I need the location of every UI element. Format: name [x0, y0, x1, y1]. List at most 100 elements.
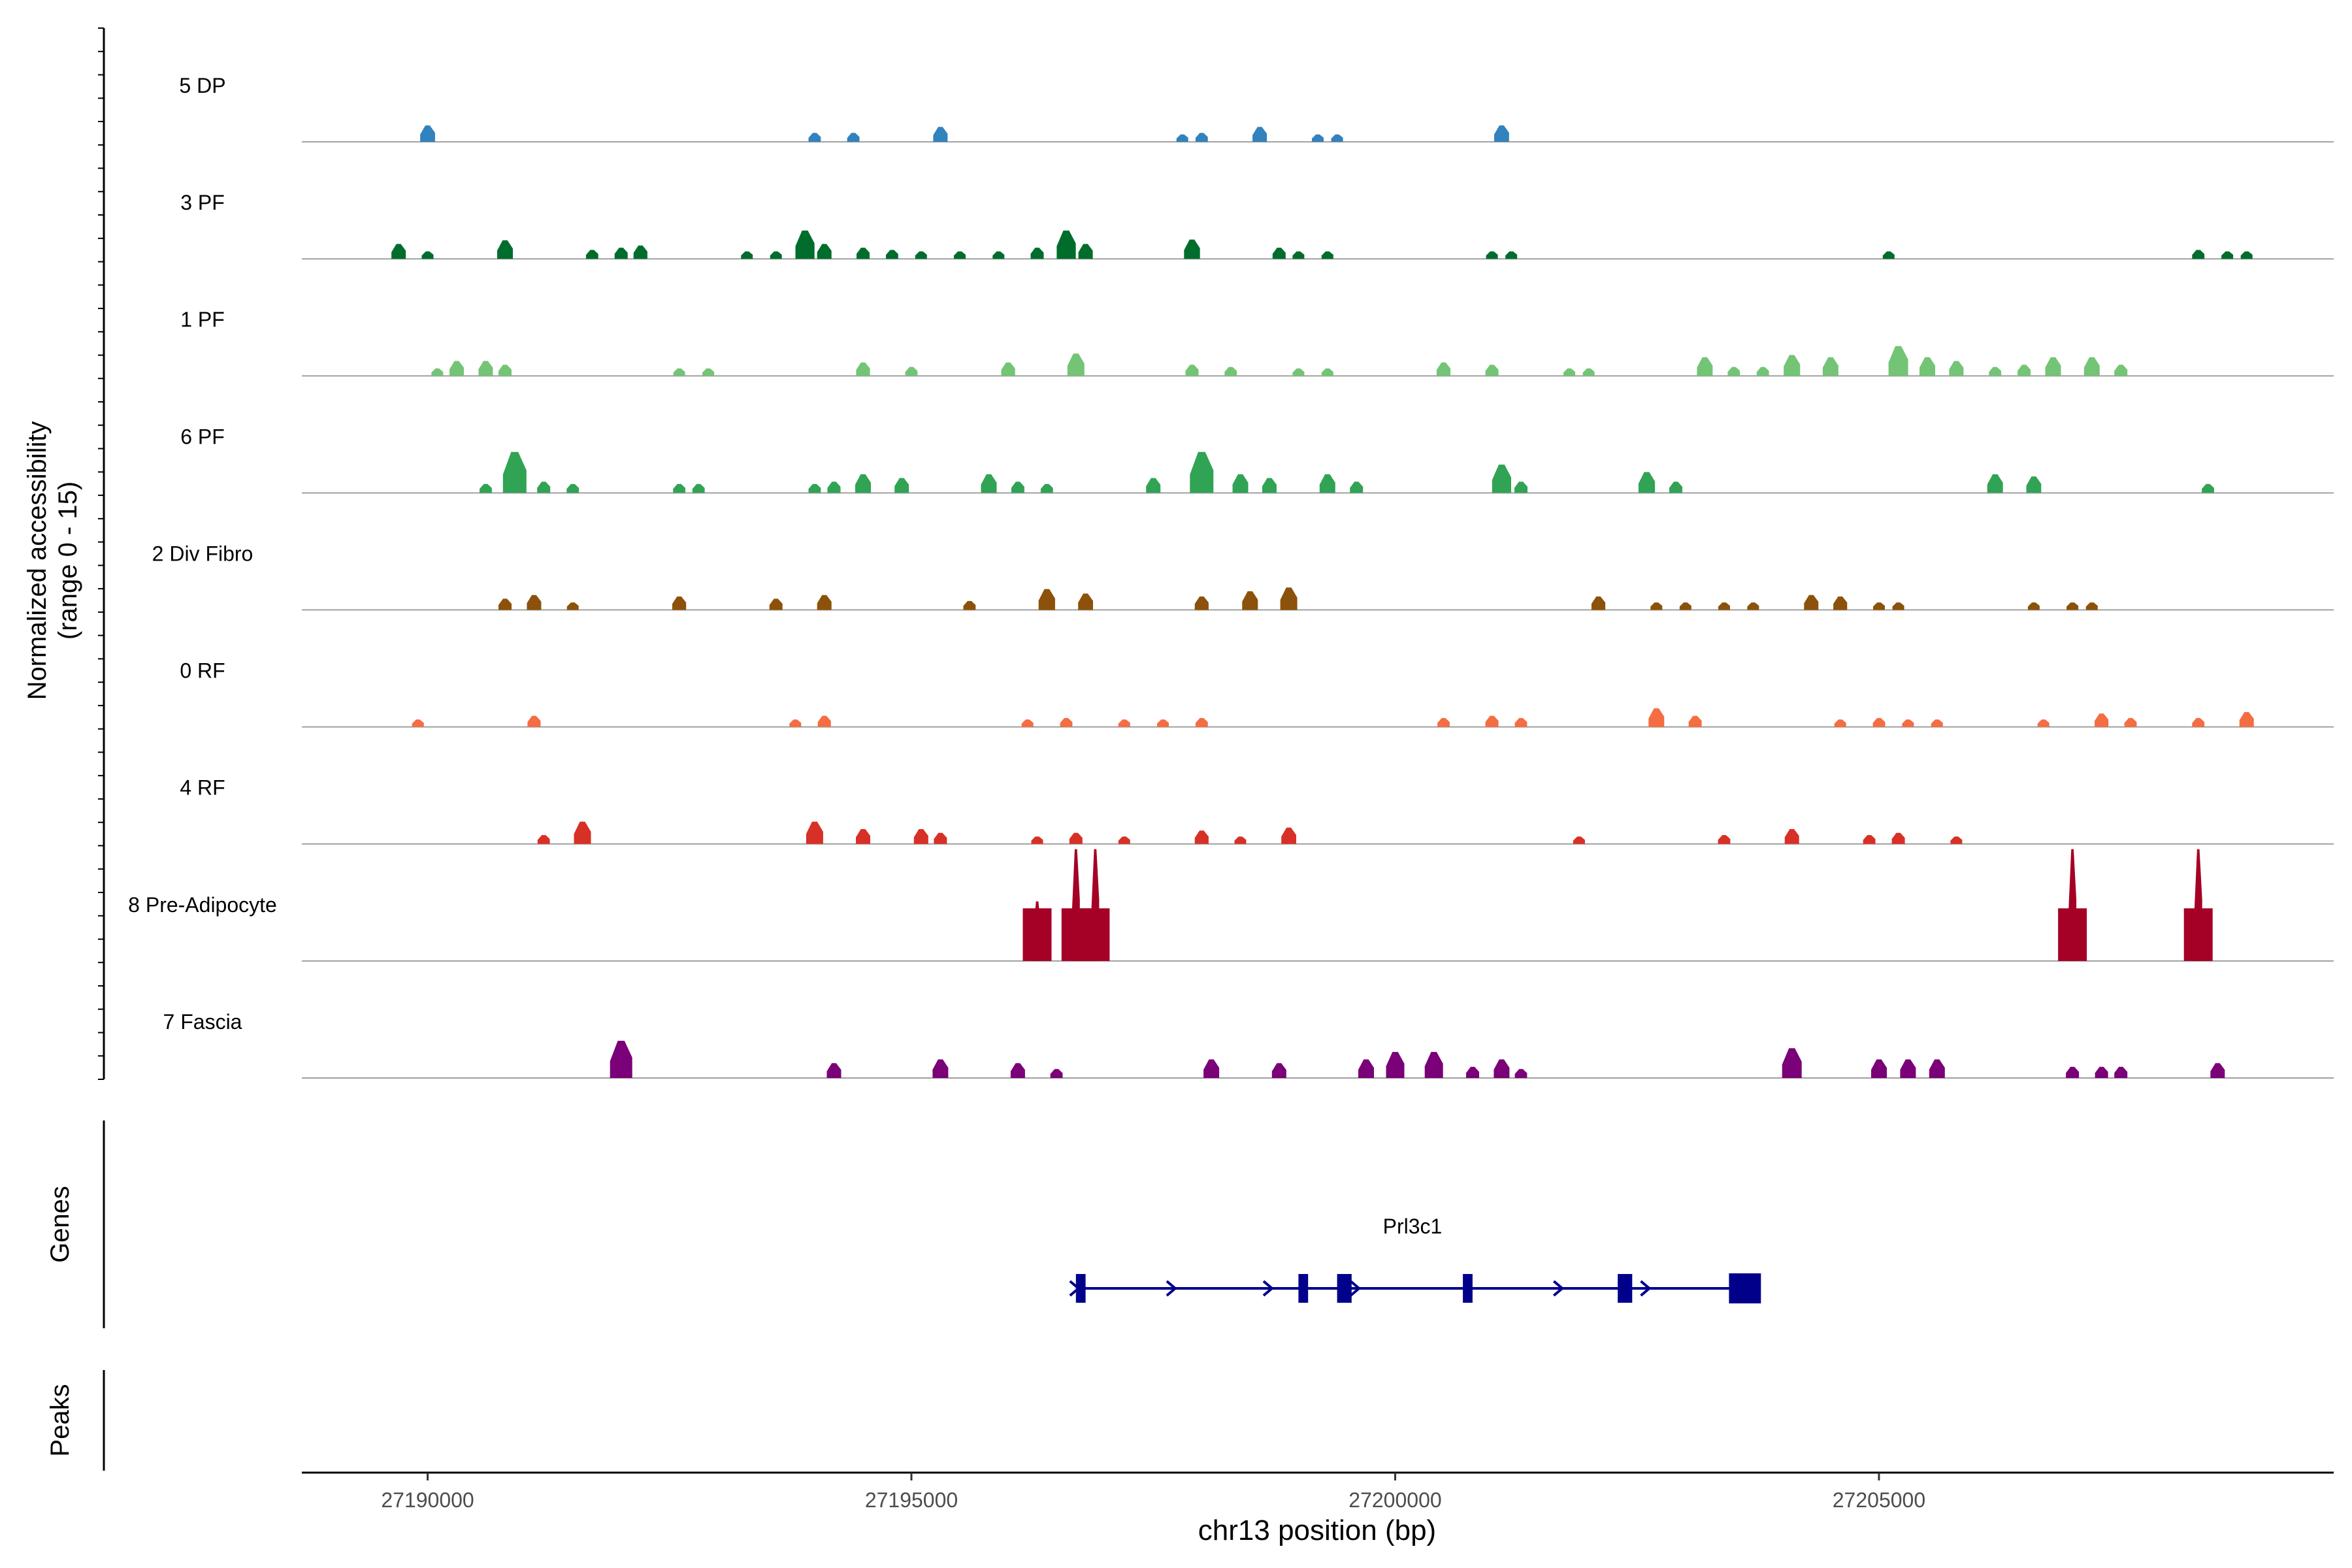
- coverage-peak: [1747, 602, 1759, 610]
- coverage-peak: [954, 251, 966, 259]
- coverage-peak: [1010, 1063, 1025, 1078]
- track-3-pf: 3 PF: [180, 191, 2334, 260]
- coverage-peak: [1069, 832, 1083, 844]
- coverage-peak: [1888, 346, 1908, 376]
- coverage-peak: [1321, 251, 1333, 259]
- coverage-peak: [1505, 251, 1518, 259]
- strand-arrow: [1349, 1280, 1362, 1297]
- coverage-peak: [610, 1041, 632, 1078]
- coverage-peak: [1350, 482, 1364, 493]
- coverage-peak: [1195, 718, 1208, 727]
- coverage-peak: [1358, 1059, 1374, 1078]
- coverage-peak: [1331, 134, 1343, 142]
- coverage-peak: [1040, 483, 1053, 493]
- coverage-peak: [1252, 127, 1267, 142]
- coverage-peak: [1272, 248, 1286, 259]
- coverage-peak: [1591, 596, 1606, 610]
- track-label: 1 PF: [180, 308, 225, 331]
- coverage-peak: [1386, 1052, 1405, 1078]
- coverage-peak: [855, 474, 871, 493]
- x-tick-label: 27200000: [1348, 1488, 1441, 1512]
- coverage-peak: [1031, 836, 1043, 844]
- coverage-peak: [1118, 836, 1130, 844]
- peaks-panel-label: Peaks: [46, 1384, 74, 1456]
- coverage-peak: [2026, 476, 2042, 493]
- coverage-peak: [1679, 602, 1691, 610]
- coverage-peak: [672, 596, 687, 610]
- coverage-peak: [421, 251, 434, 259]
- coverage-peak: [1280, 587, 1298, 610]
- coverage-peak: [1485, 715, 1499, 727]
- track-label: 7 Fascia: [163, 1010, 242, 1034]
- coverage-block: [1022, 908, 1052, 961]
- coverage-peak: [673, 368, 685, 376]
- coverage-peak: [2017, 365, 2031, 376]
- strand-arrow: [1166, 1280, 1177, 1297]
- coverage-peak: [2027, 602, 2040, 610]
- coverage-peak: [817, 595, 832, 610]
- coverage-peak: [808, 133, 821, 142]
- track-5-dp: 5 DP: [179, 74, 2334, 143]
- coverage-peak: [915, 251, 927, 259]
- coverage-peak: [2210, 1063, 2225, 1078]
- coverage-peak: [2085, 602, 2098, 610]
- coverage-peak: [2202, 483, 2214, 493]
- coverage-peak: [1146, 478, 1161, 493]
- coverage-peak: [1822, 357, 1838, 376]
- coverage-peak: [1050, 1069, 1063, 1078]
- coverage-peak: [1931, 719, 1943, 727]
- coverage-peak: [2045, 357, 2061, 376]
- coverage-peak: [2095, 713, 2109, 727]
- exon-block: [1337, 1274, 1352, 1303]
- coverage-peak: [2239, 711, 2254, 727]
- coverage-peak: [574, 821, 591, 844]
- coverage-peak: [1987, 474, 2003, 493]
- coverage-peak: [537, 835, 550, 844]
- track-2-div-fibro: 2 Div Fibro: [152, 542, 2334, 611]
- coverage-peak: [1056, 230, 1076, 259]
- coverage-peak: [1292, 368, 1305, 376]
- coverage-peak: [1648, 708, 1665, 727]
- coverage-peak: [1021, 719, 1034, 727]
- coverage-peak: [1486, 251, 1498, 259]
- coverage-peak: [1514, 482, 1527, 493]
- coverage-peak: [1118, 719, 1130, 727]
- track-label: 5 DP: [179, 74, 225, 97]
- coverage-peak: [1563, 368, 1575, 376]
- coverage-peak: [2037, 719, 2050, 727]
- x-tick-label: 27195000: [865, 1488, 958, 1512]
- coverage-peak: [817, 715, 831, 727]
- coverage-peak: [1157, 719, 1169, 727]
- coverage-peak: [1271, 1063, 1286, 1078]
- coverage-peak: [1718, 835, 1731, 844]
- coverage-peak: [1514, 1069, 1527, 1078]
- strand-arrow: [1262, 1280, 1275, 1297]
- coverage-peak: [1900, 1059, 1916, 1078]
- coverage-peak: [905, 367, 918, 376]
- x-axis-label: chr13 position (bp): [1198, 1514, 1436, 1546]
- coverage-peak: [856, 829, 870, 844]
- coverage-peak: [1436, 362, 1451, 376]
- coverage-peak: [537, 482, 551, 493]
- coverage-peak: [498, 598, 512, 610]
- coverage-peak: [497, 240, 513, 259]
- coverage-peak: [1194, 596, 1209, 610]
- coverage-peak: [1466, 1066, 1479, 1078]
- coverage-peak: [391, 244, 406, 259]
- coverage-peak: [857, 248, 870, 259]
- coverage-peak: [1784, 829, 1799, 844]
- coverage-peak: [585, 250, 598, 259]
- coverage-peak: [1485, 365, 1499, 376]
- coverage-peak: [1582, 368, 1595, 376]
- coverage-peak: [1234, 836, 1247, 844]
- coverage-peak: [992, 251, 1005, 259]
- track-6-pf: 6 PF: [180, 425, 2334, 494]
- coverage-peak: [2114, 365, 2128, 376]
- coverage-peak: [1727, 367, 1740, 376]
- coverage-peak: [1185, 365, 1199, 376]
- coverage-peak: [502, 451, 527, 493]
- coverage-block: [1081, 908, 1110, 961]
- coverage-peak: [431, 368, 444, 376]
- coverage-peak: [1078, 244, 1093, 259]
- coverage-peak: [2240, 251, 2253, 259]
